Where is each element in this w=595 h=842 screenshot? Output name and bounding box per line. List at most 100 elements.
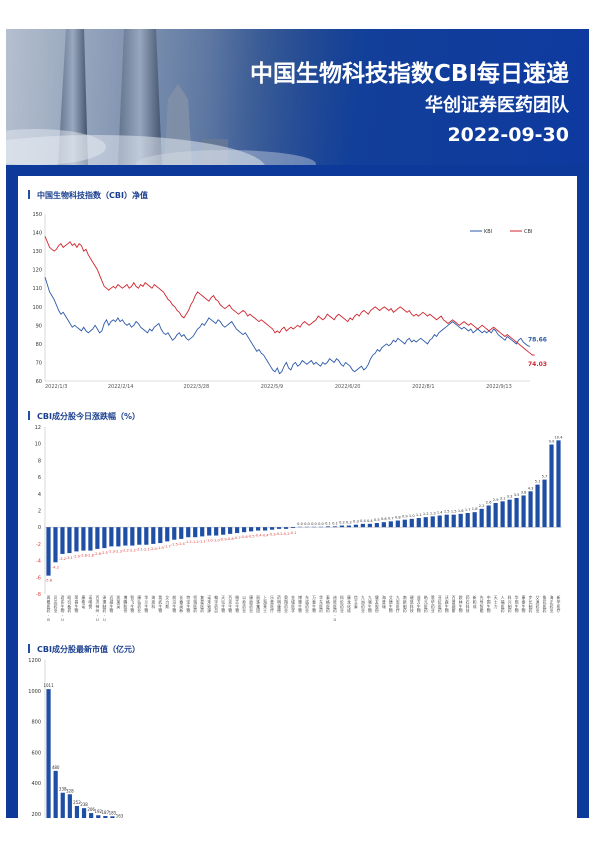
category-label-char: 诺 <box>89 595 93 600</box>
change-data-label: 4.3 <box>528 486 534 490</box>
change-bar <box>269 527 275 530</box>
category-label-char: 康 <box>522 595 526 600</box>
category-label-char: 恩 <box>431 595 435 600</box>
category-label-char: 生 <box>221 604 225 609</box>
category-label-char: 方 <box>417 599 421 604</box>
category-label-char: 虹 <box>438 599 442 604</box>
change-bar <box>409 518 414 528</box>
change-data-label: 0.0 <box>311 522 317 526</box>
category-label-char: 州 <box>96 608 100 613</box>
cap-section-title: CBI成分股最新市值（亿元） <box>28 644 140 655</box>
y-tick-label: 1000 <box>28 689 41 695</box>
category-label-char: 神 <box>96 604 100 609</box>
category-label-char: 凯 <box>116 595 120 600</box>
category-label-char: 科 <box>340 595 344 600</box>
nav-section-title: 中国生物科技指数（CBI）净值 <box>28 190 148 201</box>
change-data-label: -2.1 <box>143 548 150 552</box>
y-tick-label: 150 <box>32 212 42 218</box>
change-data-label: -5.8 <box>45 579 53 583</box>
category-label-char: 皓 <box>424 595 428 600</box>
category-label-char: 生 <box>235 604 239 609</box>
change-bar <box>53 527 58 563</box>
change-data-label: -1.9 <box>157 546 165 550</box>
category-label-char: 科 <box>410 604 414 609</box>
category-label-char: - <box>62 613 64 618</box>
category-label-char: 导 <box>480 599 484 604</box>
change-data-label: -1.0 <box>213 539 221 543</box>
category-label-char: 泰 <box>326 595 330 600</box>
category-label-char: 药 <box>200 608 204 613</box>
category-label-char: 物 <box>417 608 421 613</box>
change-bar <box>186 527 191 538</box>
category-label-char: 德 <box>277 608 281 613</box>
category-label-char: 诺 <box>82 604 86 609</box>
change-bar <box>472 512 477 528</box>
x-tick-label: 2022/1/3 <box>45 384 67 390</box>
change-bar <box>451 514 456 528</box>
category-label-char: 科 <box>508 595 512 600</box>
market-cap-data-label: 192 <box>94 809 102 814</box>
category-label-char: 伦 <box>340 599 344 604</box>
category-label-char: 健 <box>375 595 379 600</box>
report-date: 2022-09-30 <box>447 124 569 146</box>
category-label-char: 力 <box>165 599 169 604</box>
category-label-char: 生 <box>487 604 491 609</box>
change-bar <box>528 491 533 528</box>
category-label-char: 业 <box>249 608 253 613</box>
category-label-char: 兰 <box>144 599 148 604</box>
change-bar <box>556 440 561 528</box>
category-label-char: 药 <box>214 604 218 609</box>
category-label-char: 物 <box>172 608 176 613</box>
category-label-char: 康 <box>249 595 253 600</box>
category-label-char: 药 <box>47 608 51 613</box>
category-label-char: 药 <box>508 608 512 613</box>
category-label-char: 海 <box>382 595 386 600</box>
change-data-label: -0.3 <box>269 533 276 537</box>
category-label-char: 生 <box>144 604 148 609</box>
y-tick-label: 4 <box>38 492 41 498</box>
y-tick-label: 110 <box>32 286 42 292</box>
change-data-label: 0.7 <box>388 516 394 520</box>
y-tick-label: -2 <box>36 542 41 548</box>
market-cap-data-label: 338 <box>59 787 67 792</box>
market-cap-bar <box>60 792 65 818</box>
y-tick-label: 6 <box>38 475 41 481</box>
category-label-char: 斯 <box>165 604 169 609</box>
category-label-char: 药 <box>438 608 442 613</box>
change-bar <box>430 516 435 528</box>
market-cap-bar <box>89 813 94 818</box>
category-label-char: 业 <box>536 608 540 613</box>
category-label-char: 新 <box>68 604 72 609</box>
category-label-char: 博 <box>123 595 127 600</box>
change-data-label: 0.1 <box>332 521 338 525</box>
category-label-char: 学 <box>291 608 295 613</box>
category-label-char: 艾 <box>536 595 540 600</box>
category-label-char: 药 <box>242 604 246 609</box>
category-label-char: 东 <box>319 599 323 604</box>
change-data-label: -2.6 <box>94 552 102 556</box>
category-label-char: 普 <box>382 599 386 604</box>
category-label-char: 医 <box>424 604 428 609</box>
category-label-char: 泰 <box>354 604 358 609</box>
market-cap-bar <box>110 816 115 818</box>
category-label-char: 医 <box>543 604 547 609</box>
category-label-char: 和 <box>473 599 477 604</box>
category-label-char: 药 <box>361 604 365 609</box>
change-data-label: -0.2 <box>276 532 283 536</box>
change-data-label: -2.3 <box>108 549 115 553</box>
change-data-label: 3.3 <box>507 495 513 499</box>
change-bar <box>151 527 156 544</box>
category-label-char: 莱 <box>263 604 267 609</box>
y-tick-label: 800 <box>31 720 41 726</box>
change-bar <box>367 523 372 528</box>
